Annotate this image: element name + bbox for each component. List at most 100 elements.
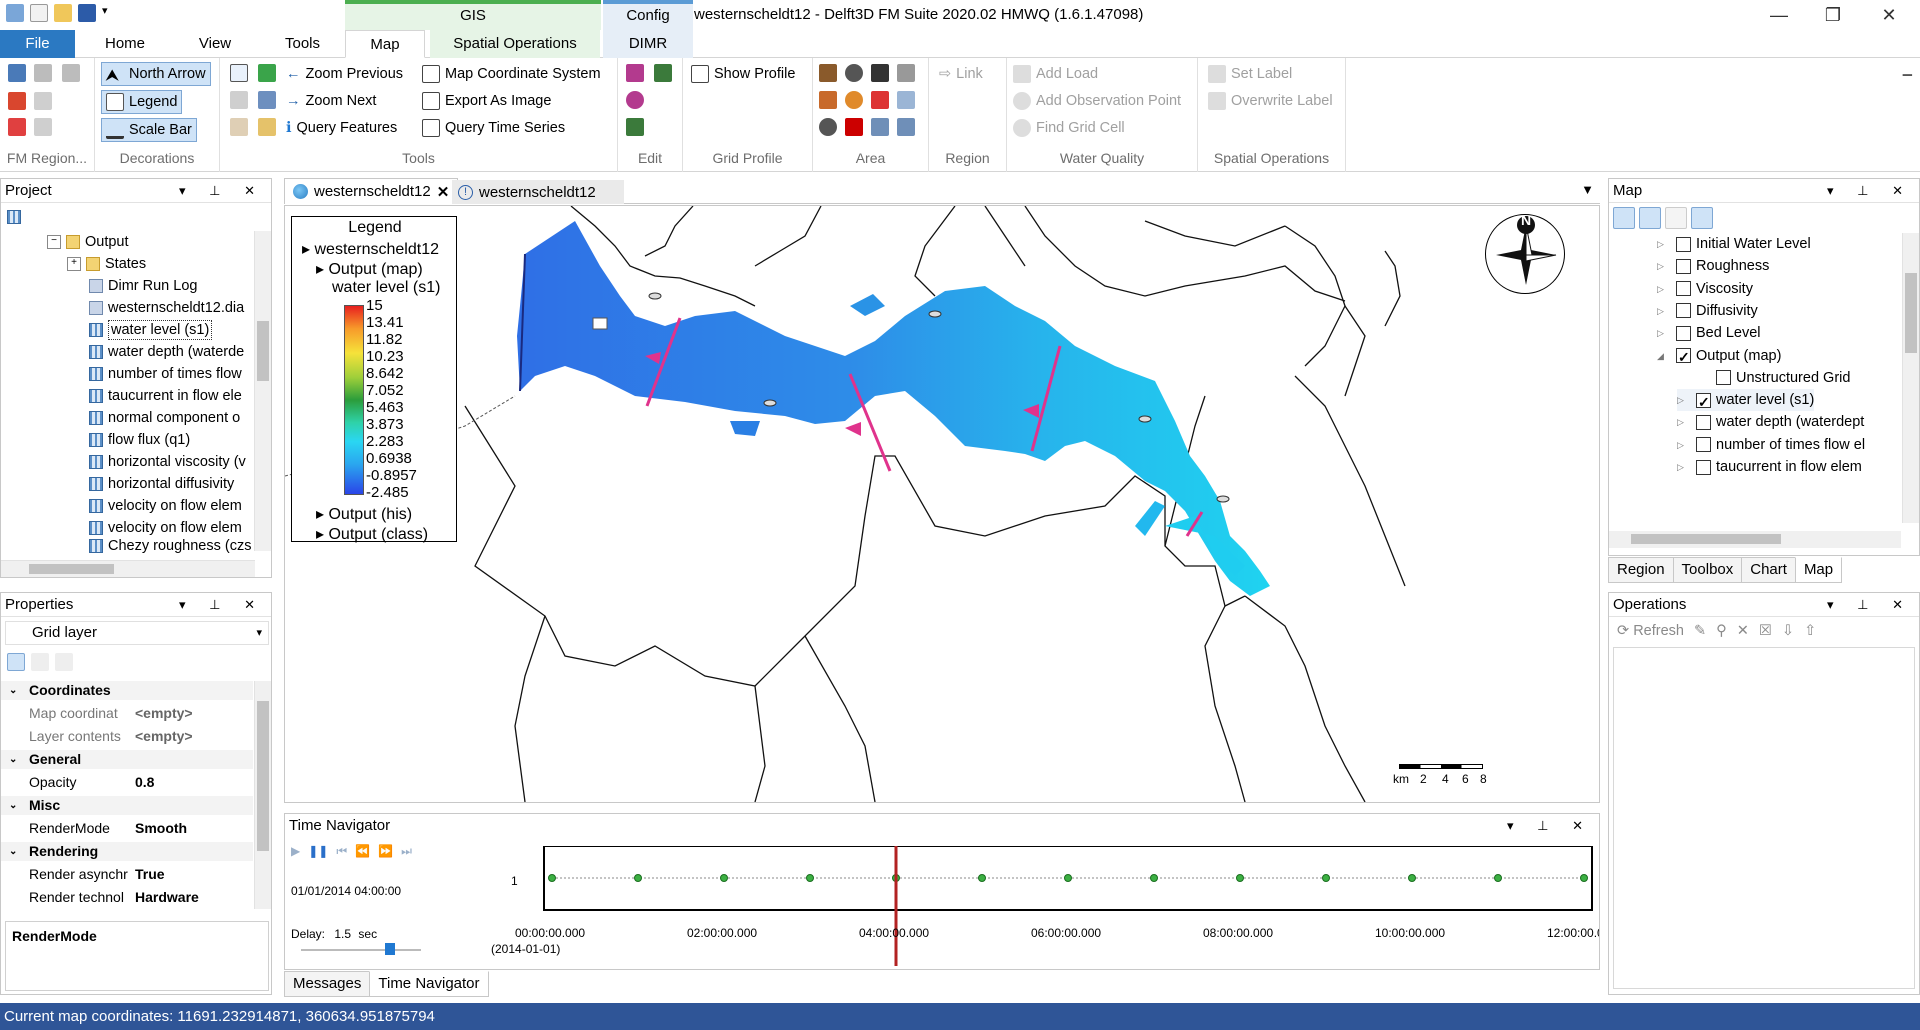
map-canvas[interactable]: Legend ▸ westernscheldt12 ▸ Output (map)… — [284, 205, 1600, 803]
time-step-point[interactable] — [1494, 874, 1502, 882]
query-features-button[interactable]: ℹ Query Features — [286, 116, 397, 140]
layer-item[interactable]: Unstructured Grid — [1697, 367, 1850, 389]
property-value[interactable]: Smooth — [135, 820, 188, 836]
expand-icon[interactable]: ▷ — [1657, 328, 1664, 339]
back-icon[interactable]: ⏪ — [355, 844, 371, 858]
zoom-next-button[interactable]: → Zoom Next — [286, 89, 376, 113]
north-arrow-button[interactable]: ⮝ North Arrow — [101, 62, 211, 86]
save-icon[interactable] — [78, 4, 96, 22]
layer-item[interactable]: ▷ number of times flow el — [1677, 434, 1865, 456]
collapse-icon[interactable]: ⌄ — [9, 846, 18, 857]
area-icon-11[interactable] — [871, 118, 889, 136]
area-icon-6[interactable] — [845, 91, 863, 109]
area-icon-3[interactable] — [871, 64, 889, 82]
export-icon[interactable]: ⇧ — [1804, 623, 1817, 639]
time-step-point[interactable] — [806, 874, 814, 882]
layer-item[interactable]: ▷ Viscosity — [1657, 278, 1753, 300]
property-pages-icon[interactable] — [55, 653, 73, 671]
new-icon[interactable] — [30, 4, 48, 22]
property-row[interactable]: Map coordinat <empty> — [1, 704, 253, 723]
minimize-button[interactable]: — — [1770, 4, 1788, 25]
close-button[interactable]: ✕ — [1881, 4, 1897, 25]
map-coordinate-system-button[interactable]: Map Coordinate System — [422, 62, 601, 86]
layer-vscroll[interactable] — [1902, 233, 1919, 523]
scale-bar-button[interactable]: Scale Bar — [101, 118, 197, 142]
expand-icon[interactable]: ▷ — [1677, 395, 1684, 406]
doc-tab-map[interactable]: westernscheldt12 ✕ — [284, 178, 459, 204]
add-layer-icon[interactable] — [1613, 207, 1635, 229]
time-step-point[interactable] — [1150, 874, 1158, 882]
collapse-icon[interactable]: ⌄ — [9, 800, 18, 811]
time-step-point[interactable] — [1580, 874, 1588, 882]
area-icon-9[interactable] — [819, 118, 837, 136]
property-value[interactable]: <empty> — [135, 705, 193, 721]
zoom-previous-button[interactable]: ← Zoom Previous — [286, 62, 403, 86]
doc-list-icon[interactable]: ▼ — [1581, 182, 1594, 197]
area-icon-4[interactable] — [897, 64, 915, 82]
property-category[interactable]: ⌄ Rendering — [1, 842, 253, 861]
area-icon-1[interactable] — [819, 64, 837, 82]
pane-controls[interactable]: ▾ ⊥ ✕ — [179, 183, 265, 198]
collapse-icon[interactable]: ⌄ — [9, 754, 18, 765]
layer-checkbox[interactable] — [1696, 391, 1711, 413]
tab-spatial-operations[interactable]: Spatial Operations — [430, 30, 600, 58]
property-row[interactable]: Render asynchr True — [1, 865, 253, 884]
timeline[interactable]: 1 00:00:00.000 02:00:00.000 04:00:00.000 06… — [491, 845, 1599, 966]
time-step-point[interactable] — [720, 874, 728, 882]
tab-map-panel[interactable]: Map — [1794, 557, 1843, 583]
time-step-point[interactable] — [978, 874, 986, 882]
sync-icon[interactable] — [1691, 207, 1713, 229]
pan-hand-icon[interactable] — [230, 118, 248, 136]
add-point-icon[interactable] — [626, 64, 644, 82]
scroll-thumb[interactable] — [257, 321, 269, 381]
scroll-thumb[interactable] — [29, 564, 114, 574]
properties-vscroll[interactable] — [254, 681, 271, 909]
delete-icon[interactable]: ✕ — [1736, 623, 1749, 639]
tree-item-dia[interactable]: westernscheldt12.dia — [89, 297, 244, 319]
collapse-icon[interactable]: − — [47, 235, 61, 249]
edit-icon[interactable]: ✎ — [1693, 623, 1707, 639]
time-step-point[interactable] — [1322, 874, 1330, 882]
expand-icon[interactable]: ◢ — [1657, 350, 1664, 361]
wrench-icon[interactable] — [34, 118, 52, 136]
remove-layer-icon[interactable] — [1665, 207, 1687, 229]
tree-item-horizontal-viscosity[interactable]: horizontal viscosity (v — [89, 451, 246, 473]
tree-item-velocity-2[interactable]: velocity on flow elem — [89, 517, 242, 539]
expand-icon[interactable]: ▷ — [1657, 239, 1664, 249]
layer-item[interactable]: ▷ water level (s1) — [1677, 389, 1815, 413]
maximize-button[interactable]: ❐ — [1824, 4, 1842, 25]
scroll-thumb[interactable] — [1905, 273, 1917, 353]
time-step-point[interactable] — [1064, 874, 1072, 882]
property-row[interactable]: Render technol Hardware — [1, 888, 253, 907]
pen-icon[interactable] — [8, 118, 26, 136]
collapse-icon[interactable]: ⌄ — [9, 685, 18, 696]
tab-view[interactable]: View — [198, 35, 232, 52]
time-step-point[interactable] — [548, 874, 556, 882]
layer-checkbox[interactable] — [1676, 346, 1691, 368]
area-icon-8[interactable] — [897, 91, 915, 109]
pane-controls[interactable]: ▾ ⊥ ✕ — [179, 597, 265, 612]
layer-item[interactable]: ▷ Roughness — [1657, 255, 1769, 277]
add-group-icon[interactable] — [1639, 207, 1661, 229]
property-value[interactable]: <empty> — [135, 728, 193, 744]
expand-icon[interactable]: ▷ — [1677, 462, 1684, 472]
pane-controls[interactable]: ▾ ⊥ ✕ — [1507, 818, 1593, 833]
tree-item-velocity-1[interactable]: velocity on flow elem — [89, 495, 242, 517]
set-label-button[interactable]: Set Label — [1208, 62, 1292, 86]
select-icon[interactable] — [230, 64, 248, 82]
area-icon-10[interactable] — [845, 118, 863, 136]
close-icon[interactable]: ✕ — [436, 183, 450, 201]
expand-icon[interactable]: + — [67, 257, 81, 271]
tree-item-horizontal-diffusivity[interactable]: horizontal diffusivity — [89, 473, 234, 495]
expand-icon[interactable]: ▷ — [1657, 305, 1664, 316]
area-icon-12[interactable] — [897, 118, 915, 136]
tree-item-water-depth[interactable]: water depth (waterde — [89, 341, 244, 363]
property-category[interactable]: ⌄ Misc — [1, 796, 253, 815]
link-button[interactable]: ⇨ Link — [939, 62, 983, 86]
region-icon-3[interactable] — [62, 64, 80, 82]
pause-icon[interactable]: ❚❚ — [308, 844, 329, 858]
legend-button[interactable]: Legend — [101, 90, 183, 114]
export-image-button[interactable]: Export As Image — [422, 89, 551, 113]
query-time-series-button[interactable]: Query Time Series — [422, 116, 565, 140]
layer-item[interactable]: ▷ taucurrent in flow elem — [1677, 456, 1862, 478]
